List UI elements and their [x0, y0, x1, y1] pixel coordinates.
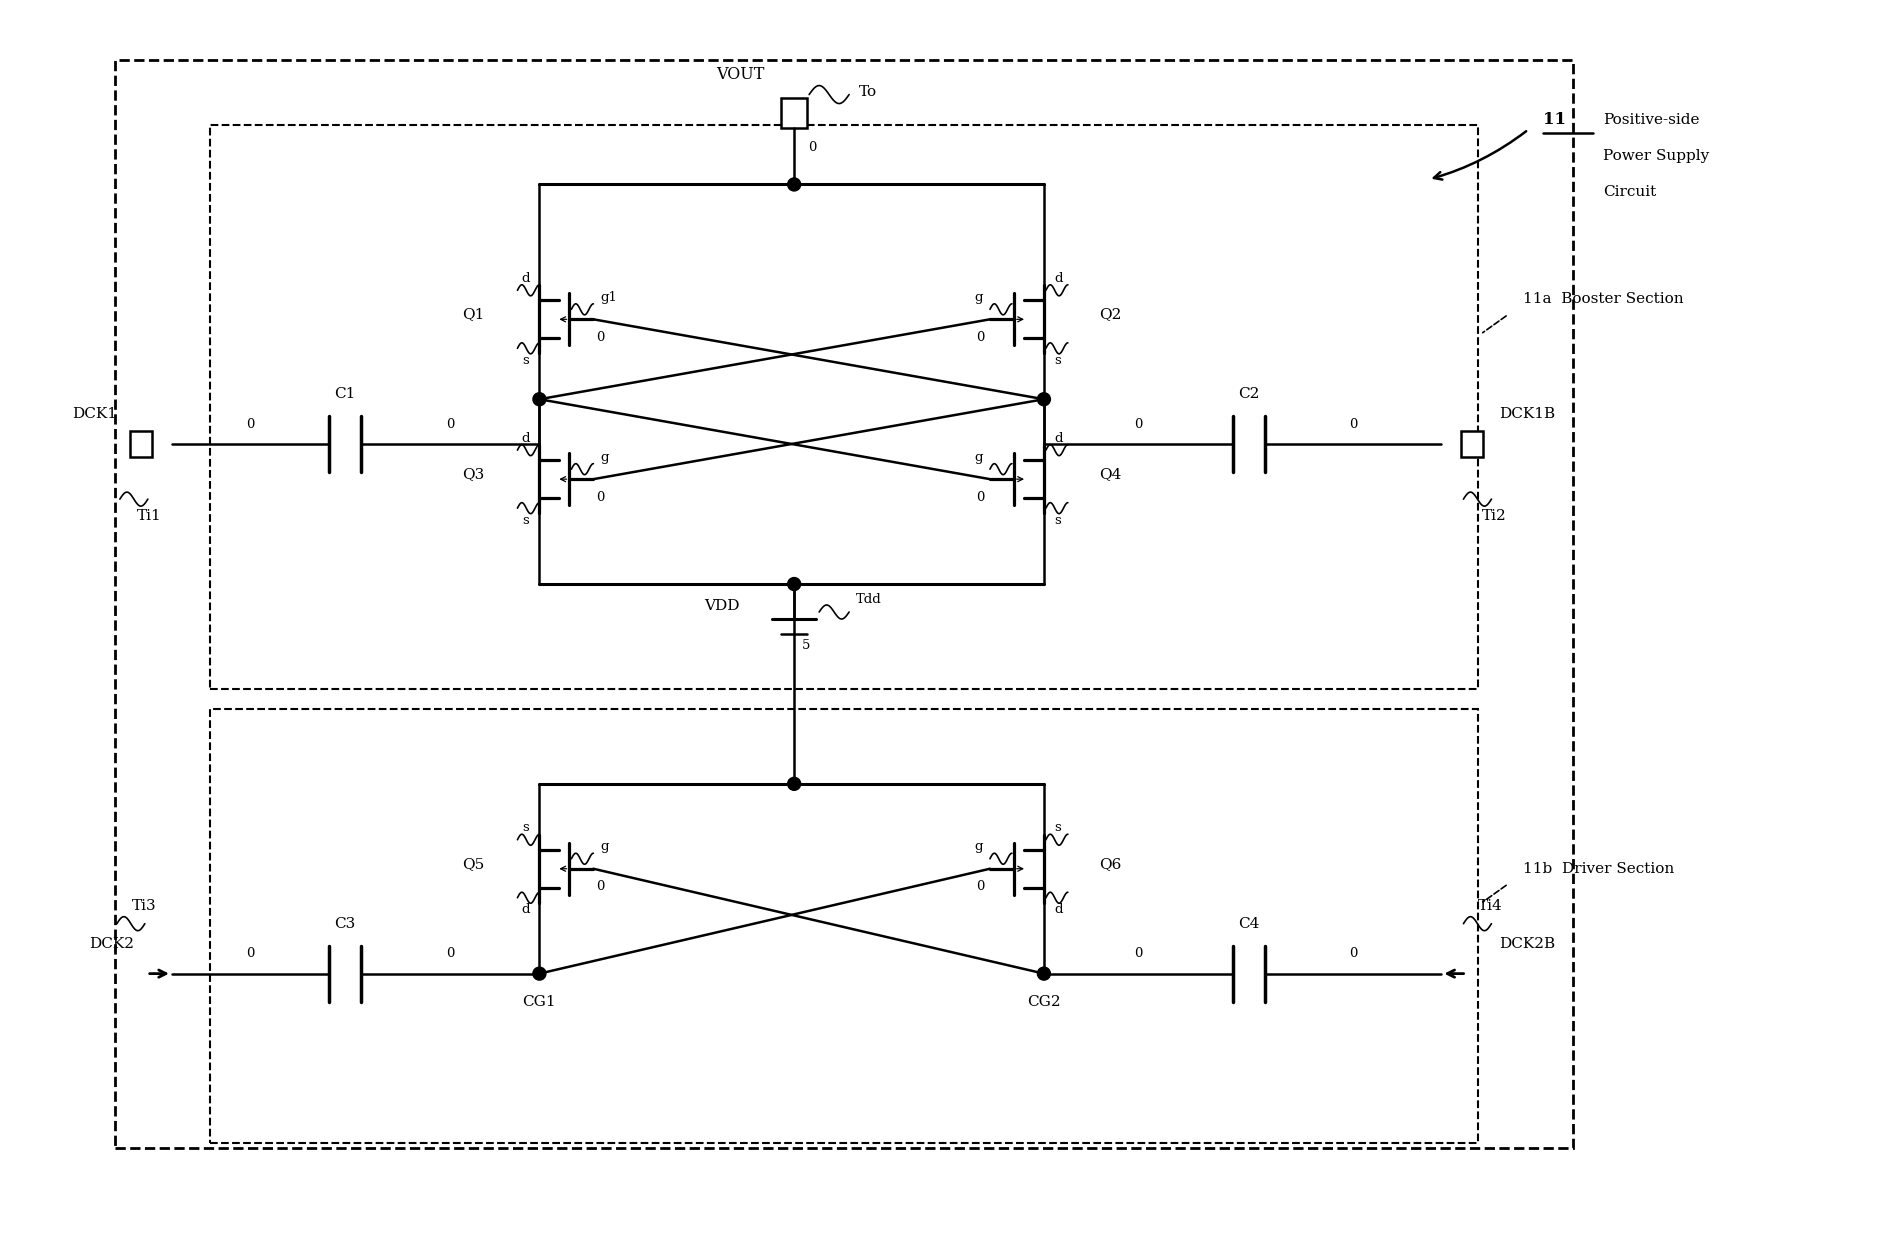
Text: Positive-side: Positive-side [1604, 112, 1701, 127]
Circle shape [533, 392, 547, 406]
Circle shape [1038, 392, 1050, 406]
Text: g: g [974, 450, 983, 464]
Text: Tdd: Tdd [856, 592, 883, 606]
Circle shape [533, 967, 547, 980]
Text: Q3: Q3 [463, 468, 484, 481]
Text: 5: 5 [803, 639, 810, 653]
Text: Q5: Q5 [463, 856, 484, 871]
Text: Power Supply: Power Supply [1604, 149, 1710, 163]
Text: 0: 0 [977, 491, 985, 503]
Text: 0: 0 [977, 331, 985, 344]
Text: s: s [522, 822, 530, 834]
Text: 11b  Driver Section: 11b Driver Section [1524, 861, 1674, 876]
Text: s: s [1053, 513, 1061, 527]
Text: g1: g1 [600, 291, 617, 304]
Text: DCK2B: DCK2B [1499, 937, 1556, 950]
Text: 0: 0 [247, 417, 254, 431]
Text: Ti4: Ti4 [1477, 898, 1501, 913]
Text: 0: 0 [1135, 948, 1143, 960]
Text: s: s [522, 513, 530, 527]
Text: Q6: Q6 [1099, 856, 1122, 871]
Circle shape [1038, 967, 1050, 980]
Text: d: d [520, 432, 530, 444]
Text: Ti3: Ti3 [131, 898, 156, 913]
Text: 11a  Booster Section: 11a Booster Section [1524, 292, 1684, 306]
Text: 0: 0 [977, 880, 985, 893]
Text: Ti2: Ti2 [1482, 510, 1507, 523]
Text: s: s [522, 354, 530, 366]
Text: DCK1: DCK1 [72, 407, 118, 421]
Text: 0: 0 [596, 880, 605, 893]
Text: C2: C2 [1237, 387, 1260, 401]
Text: g: g [600, 840, 609, 853]
Bar [129, 431, 152, 457]
Text: 0: 0 [446, 417, 454, 431]
Text: C4: C4 [1237, 917, 1260, 930]
Text: d: d [1053, 432, 1063, 444]
Text: DCK2: DCK2 [89, 937, 135, 950]
Text: To: To [860, 85, 877, 99]
Text: d: d [1053, 903, 1063, 916]
Circle shape [788, 178, 801, 191]
Text: 0: 0 [596, 331, 605, 344]
Text: s: s [1053, 822, 1061, 834]
Text: d: d [520, 271, 530, 285]
Text: g: g [974, 840, 983, 853]
Text: Q4: Q4 [1099, 468, 1122, 481]
Circle shape [788, 578, 801, 591]
Text: 0: 0 [809, 141, 816, 154]
Text: Q1: Q1 [461, 307, 484, 321]
Text: CG1: CG1 [522, 995, 556, 1008]
Text: 0: 0 [247, 948, 254, 960]
Text: 0: 0 [596, 491, 605, 503]
Text: Circuit: Circuit [1604, 185, 1657, 200]
Text: 11: 11 [1543, 111, 1566, 128]
Text: d: d [1053, 271, 1063, 285]
Text: C1: C1 [334, 387, 355, 401]
Text: VOUT: VOUT [716, 67, 765, 83]
Text: g: g [600, 450, 609, 464]
Text: s: s [1053, 354, 1061, 366]
Text: C3: C3 [334, 917, 355, 930]
Text: VDD: VDD [704, 598, 738, 613]
Bar [782, 97, 807, 127]
Text: Q2: Q2 [1099, 307, 1122, 321]
Bar [1461, 431, 1484, 457]
Text: 0: 0 [1135, 417, 1143, 431]
Text: DCK1B: DCK1B [1499, 407, 1556, 421]
Text: Ti1: Ti1 [137, 510, 161, 523]
Text: 0: 0 [1349, 417, 1357, 431]
Text: g: g [974, 291, 983, 304]
Text: CG2: CG2 [1027, 995, 1061, 1008]
Text: 0: 0 [446, 948, 454, 960]
Text: d: d [520, 903, 530, 916]
Circle shape [788, 777, 801, 790]
Text: 0: 0 [1349, 948, 1357, 960]
